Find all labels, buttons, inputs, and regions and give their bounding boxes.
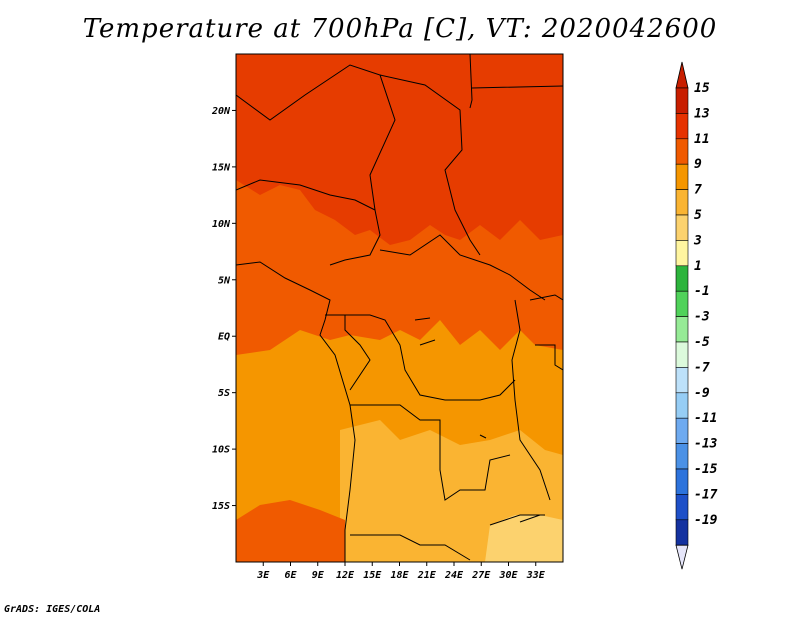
lon-tick-label: 30E bbox=[498, 570, 518, 581]
lat-tick-label: EQ bbox=[218, 332, 230, 343]
lon-tick-label: 3E bbox=[256, 570, 270, 581]
lake-outline-1 bbox=[414, 317, 487, 439]
lat-tick-label: 10S bbox=[212, 445, 230, 456]
lat-tick-label: 5S bbox=[218, 388, 230, 399]
latitude-axis: 20N 15N 10N 5N EQ 5S 10S 15S bbox=[211, 106, 236, 512]
colorbar-label: -7 bbox=[694, 360, 710, 375]
lat-tick-label: 15N bbox=[212, 162, 231, 173]
colorbar-label: 3 bbox=[693, 233, 702, 248]
colorbar-swatch bbox=[675, 265, 689, 292]
lat-tick-label: 5N bbox=[218, 275, 231, 286]
lon-tick-label: 15E bbox=[363, 570, 382, 581]
lon-tick-label: 33E bbox=[526, 570, 546, 581]
colorbar-swatch bbox=[675, 163, 689, 190]
colorbar-label: -5 bbox=[694, 335, 710, 350]
lon-tick-label: 21E bbox=[417, 570, 437, 581]
colorbar-swatch bbox=[675, 316, 689, 343]
colorbar-swatch bbox=[675, 240, 689, 267]
border-central bbox=[379, 234, 546, 301]
lat-tick-label: 15S bbox=[212, 501, 230, 512]
colorbar-label: 5 bbox=[694, 208, 702, 223]
lon-tick-label: 27E bbox=[471, 570, 491, 581]
colorbar-top-arrow bbox=[675, 61, 689, 89]
colorbar-label: 15 bbox=[694, 81, 710, 96]
border-gabon bbox=[325, 314, 371, 391]
field-warm-southwest bbox=[236, 500, 345, 562]
border-angola bbox=[350, 404, 511, 501]
colorbar-swatch bbox=[675, 519, 689, 546]
colorbar-swatch bbox=[675, 87, 689, 114]
border-north-1 bbox=[236, 64, 396, 211]
colorbar-label: 7 bbox=[694, 183, 702, 198]
colorbar-label: 11 bbox=[694, 132, 710, 147]
colorbar-label: -1 bbox=[694, 284, 710, 299]
lon-tick-label: 24E bbox=[444, 570, 464, 581]
colorbar-swatch bbox=[675, 494, 689, 521]
temperature-field bbox=[236, 54, 563, 562]
colorbar-label: 1 bbox=[694, 259, 702, 274]
colorbar-label: 9 bbox=[694, 157, 702, 172]
border-east-2 bbox=[529, 294, 563, 371]
colorbar-swatch bbox=[675, 468, 689, 495]
border-east-top bbox=[469, 54, 563, 109]
colorbar-bottom-arrow bbox=[675, 544, 689, 570]
colorbar-swatch bbox=[675, 138, 689, 165]
colorbar-swatch bbox=[675, 417, 689, 444]
colorbar-label: -3 bbox=[694, 310, 710, 325]
colorbar: 15 13 11 9 7 5 3 1 -1 -3 -5 -7 -9 -11 -13 -15 -17 -19 bbox=[675, 61, 718, 570]
field-cool bbox=[485, 515, 563, 562]
lon-tick-label: 12E bbox=[336, 570, 355, 581]
colorbar-swatch bbox=[675, 341, 689, 368]
colorbar-label: -19 bbox=[694, 513, 718, 528]
lat-tick-label: 20N bbox=[211, 106, 231, 117]
lon-tick-label: 18E bbox=[390, 570, 409, 581]
colorbar-swatch bbox=[675, 189, 689, 216]
colorbar-label: -9 bbox=[694, 386, 710, 401]
colorbar-swatch bbox=[675, 214, 689, 241]
border-west-coast bbox=[236, 261, 356, 562]
colorbar-label: -15 bbox=[694, 462, 718, 477]
colorbar-label: -13 bbox=[694, 437, 718, 452]
colorbar-swatch bbox=[675, 443, 689, 470]
lake-outline-2 bbox=[519, 514, 541, 523]
colorbar-swatch bbox=[675, 113, 689, 140]
field-hot bbox=[236, 54, 563, 245]
colorbar-label: -11 bbox=[694, 411, 717, 426]
border-north-2 bbox=[379, 74, 481, 256]
border-congo bbox=[345, 314, 516, 401]
colorbar-swatch bbox=[675, 392, 689, 419]
grads-credit: GrADS: IGES/COLA bbox=[4, 604, 101, 615]
longitude-axis: 3E 6E 9E 12E 15E 18E 21E 24E 27E 30E 33E bbox=[256, 562, 546, 581]
border-sahel bbox=[236, 179, 381, 266]
colorbar-label: 13 bbox=[694, 106, 710, 121]
country-borders bbox=[236, 54, 563, 562]
lat-tick-label: 10N bbox=[212, 219, 231, 230]
colorbar-swatch bbox=[675, 367, 689, 394]
map-title: Temperature at 700hPa [C], VT: 202004260… bbox=[82, 14, 718, 44]
colorbar-label: -17 bbox=[694, 487, 718, 502]
colorbar-swatch bbox=[675, 290, 689, 317]
lon-tick-label: 6E bbox=[284, 570, 297, 581]
lon-tick-label: 9E bbox=[312, 570, 325, 581]
border-east-lakes bbox=[511, 299, 551, 501]
